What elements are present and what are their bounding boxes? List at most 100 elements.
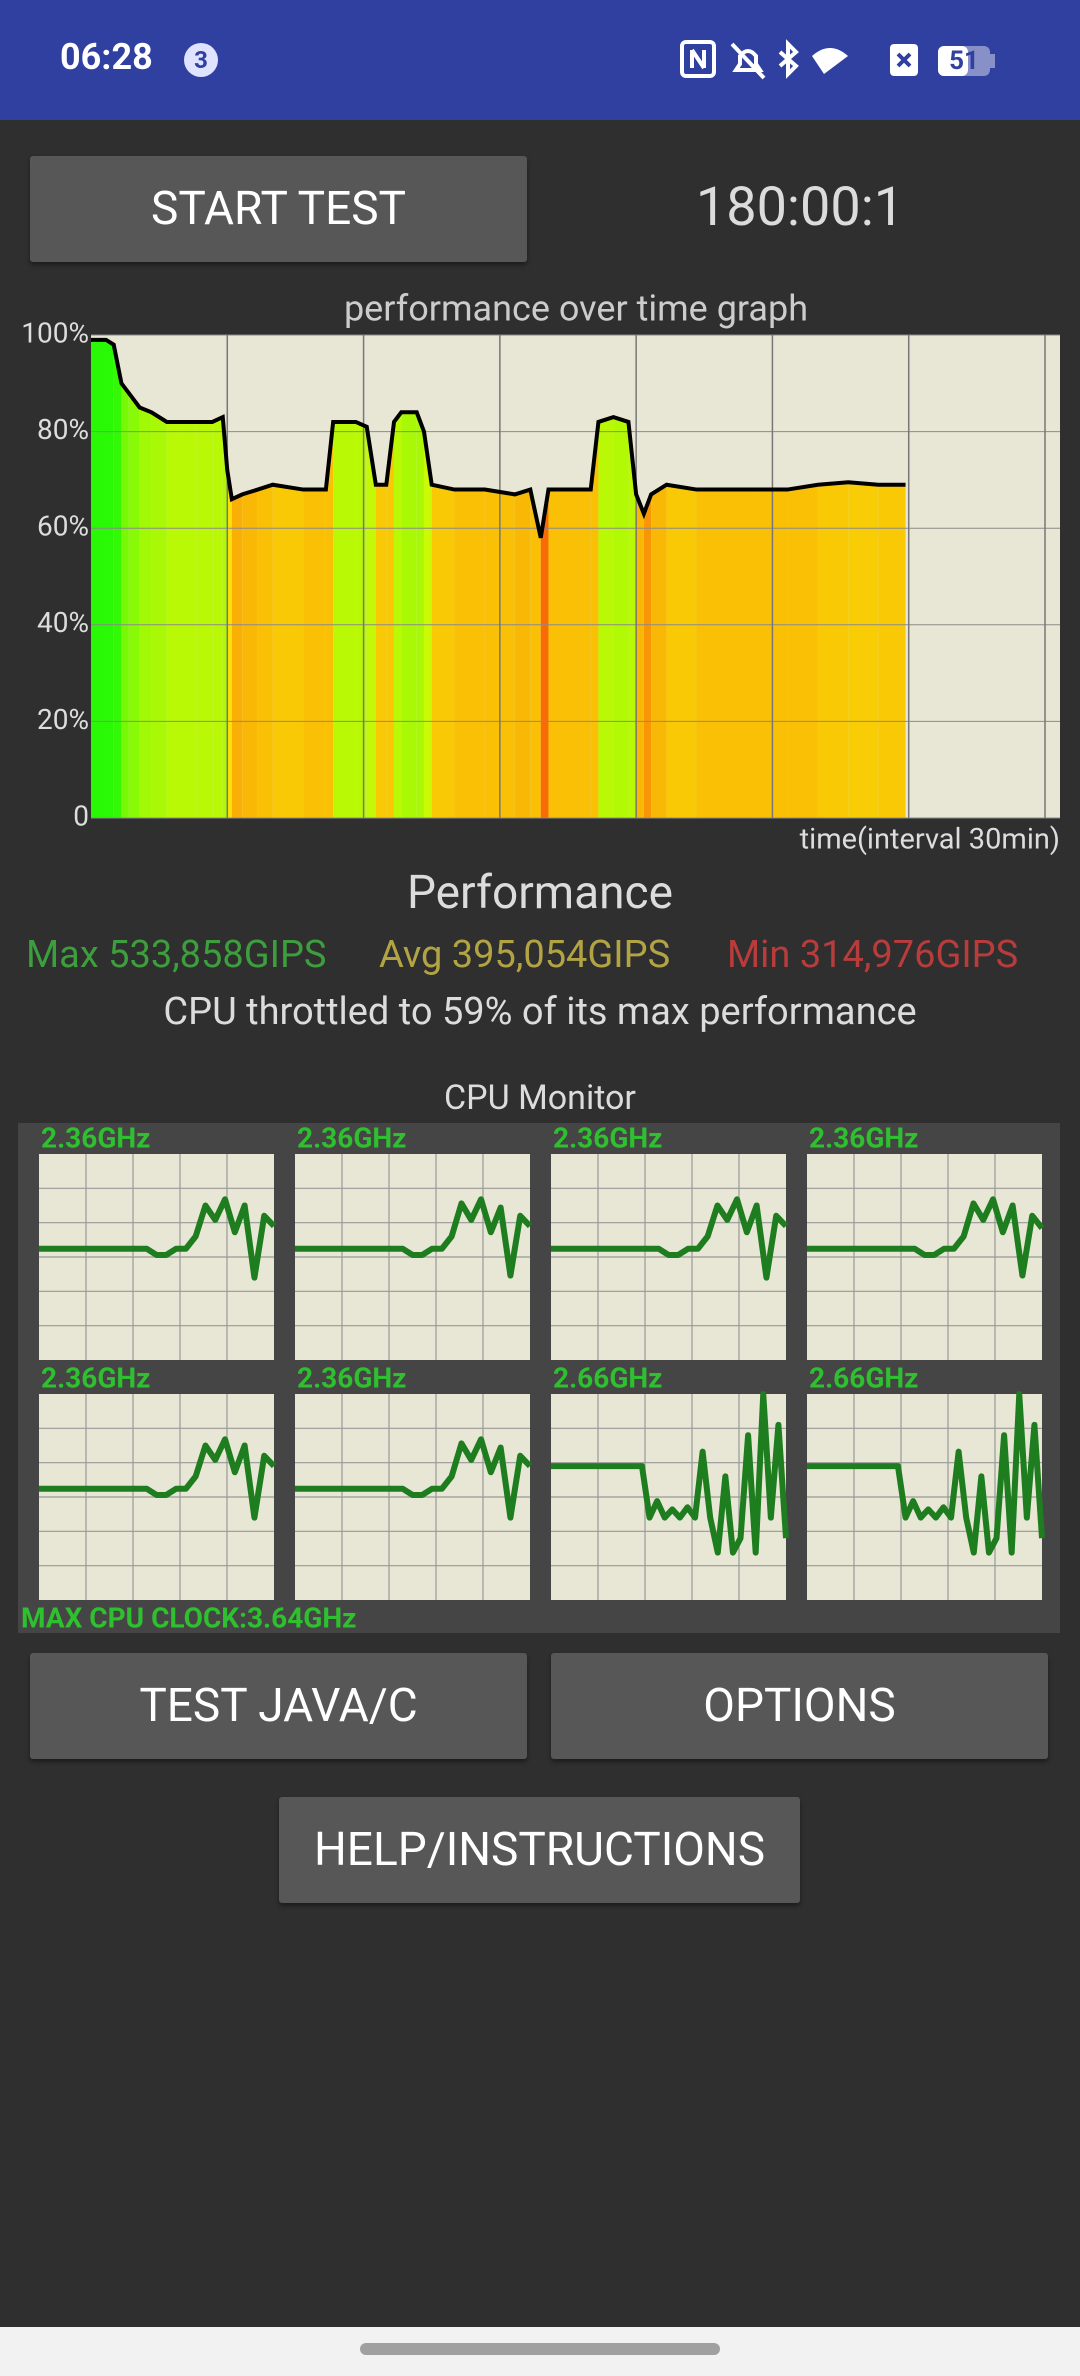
- area-segment: [540, 489, 549, 818]
- area-segment: [139, 407, 152, 818]
- area-segment: [613, 417, 629, 818]
- area-segment: [636, 494, 644, 818]
- area-segment: [787, 484, 818, 818]
- area-segment: [257, 484, 273, 818]
- area-segment: [227, 470, 232, 818]
- area-segment: [568, 489, 591, 818]
- performance-graph: performance over time graph time(interva…: [21, 288, 1060, 857]
- max-cpu-clock: MAX CPU CLOCK:3.64GHz: [21, 1601, 356, 1633]
- y-tick-label: 100%: [21, 316, 89, 349]
- home-handle[interactable]: [360, 2343, 720, 2355]
- graph-title: performance over time graph: [344, 288, 808, 330]
- core-trace: [39, 1196, 277, 1281]
- core-trace: [551, 1391, 789, 1556]
- core-frequency: 2.66GHz: [553, 1361, 662, 1394]
- status-icons: 51: [680, 39, 995, 80]
- throttle-summary: CPU throttled to 59% of its max performa…: [163, 990, 917, 1034]
- area-segment: [666, 484, 697, 818]
- area-segment: [514, 489, 531, 818]
- core-frequency: 2.36GHz: [297, 1123, 406, 1154]
- core-trace: [807, 1196, 1045, 1279]
- area-segment: [128, 392, 140, 818]
- sim-x: [896, 52, 912, 68]
- area-segment: [121, 383, 129, 818]
- avg-text: Avg 395,054GIPS: [379, 933, 671, 977]
- nfc-glyph: [690, 48, 706, 70]
- notification-badge: 3: [184, 43, 218, 77]
- area-segment: [394, 412, 402, 818]
- area-segment: [727, 489, 758, 818]
- area-segment: [333, 421, 356, 818]
- area-segment: [151, 412, 167, 818]
- area-segment: [91, 339, 106, 818]
- status-bar: 06:28 3 51: [0, 0, 1080, 120]
- area-segment: [401, 412, 417, 818]
- cpu-monitor: MAX CPU CLOCK:3.64GHz 2.36GHz 2.36GHz 2.36…: [18, 1123, 1060, 1633]
- core-frequency: 2.36GHz: [41, 1123, 150, 1154]
- area-segment: [212, 417, 223, 818]
- area-segment: [848, 482, 879, 818]
- area-segment: [222, 417, 228, 818]
- navigation-bar: [0, 2327, 1080, 2376]
- area-segment: [231, 494, 243, 818]
- core-frequency: 2.66GHz: [809, 1361, 918, 1394]
- core-frequency: 2.36GHz: [297, 1361, 406, 1394]
- core-frequency: 2.36GHz: [41, 1361, 150, 1394]
- start-test-button[interactable]: START TEST: [30, 156, 527, 262]
- y-tick-label: 20%: [37, 703, 89, 736]
- area-segment: [105, 339, 114, 818]
- clock: 06:28: [60, 36, 153, 78]
- area-segment: [272, 484, 304, 818]
- area-segment: [643, 494, 652, 818]
- core-trace: [807, 1391, 1045, 1556]
- performance-line: [91, 337, 906, 539]
- test-java-button[interactable]: TEST JAVA/C: [30, 1653, 527, 1759]
- battery-tip: [990, 54, 995, 68]
- area-segment: [366, 426, 376, 818]
- wifi-icon: [812, 48, 848, 74]
- bluetooth-icon: [778, 39, 799, 79]
- area-segment: [416, 412, 424, 818]
- core-trace: [295, 1196, 533, 1279]
- area-segment: [355, 421, 367, 818]
- core-trace: [295, 1436, 533, 1521]
- core-frequency: 2.36GHz: [553, 1123, 662, 1154]
- core-trace: [39, 1436, 277, 1521]
- area-segment: [696, 489, 728, 818]
- area-segment: [454, 489, 485, 818]
- area-segment: [325, 421, 334, 818]
- core-frequency: 2.36GHz: [809, 1123, 918, 1154]
- area-segment: [548, 489, 569, 818]
- y-tick-label: 0: [73, 799, 89, 832]
- core-trace: [551, 1196, 789, 1281]
- area-segment: [878, 484, 906, 818]
- options-button[interactable]: OPTIONS: [551, 1653, 1048, 1759]
- battery-level: [938, 46, 968, 76]
- y-tick-label: 60%: [37, 510, 89, 543]
- x-axis-label: time(interval 30min): [800, 823, 1060, 857]
- area-segment: [590, 421, 599, 818]
- nfc-icon: [680, 40, 716, 78]
- performance-title: Performance: [406, 866, 674, 920]
- y-tick-label: 40%: [37, 606, 89, 639]
- area-segment: [242, 489, 258, 818]
- area-segment: [628, 421, 637, 818]
- area-segment: [196, 421, 213, 818]
- area-segment: [113, 344, 122, 818]
- area-segment: [303, 489, 326, 818]
- area-segment: [386, 421, 395, 818]
- mute-icon: [730, 42, 766, 80]
- area-segment: [181, 421, 197, 818]
- timer: 180:00:1: [695, 176, 905, 239]
- cpu-monitor-title: CPU Monitor: [444, 1078, 636, 1118]
- max-text: Max 533,858GIPS: [26, 933, 327, 977]
- area-segment: [651, 484, 667, 818]
- area-segment: [530, 489, 541, 818]
- area-segment: [598, 417, 614, 818]
- y-tick-label: 80%: [37, 413, 89, 446]
- help-button[interactable]: HELP/INSTRUCTIONS: [279, 1797, 800, 1903]
- area-segment: [166, 421, 182, 818]
- area-segment: [375, 484, 387, 818]
- battery-text: 51: [949, 46, 979, 76]
